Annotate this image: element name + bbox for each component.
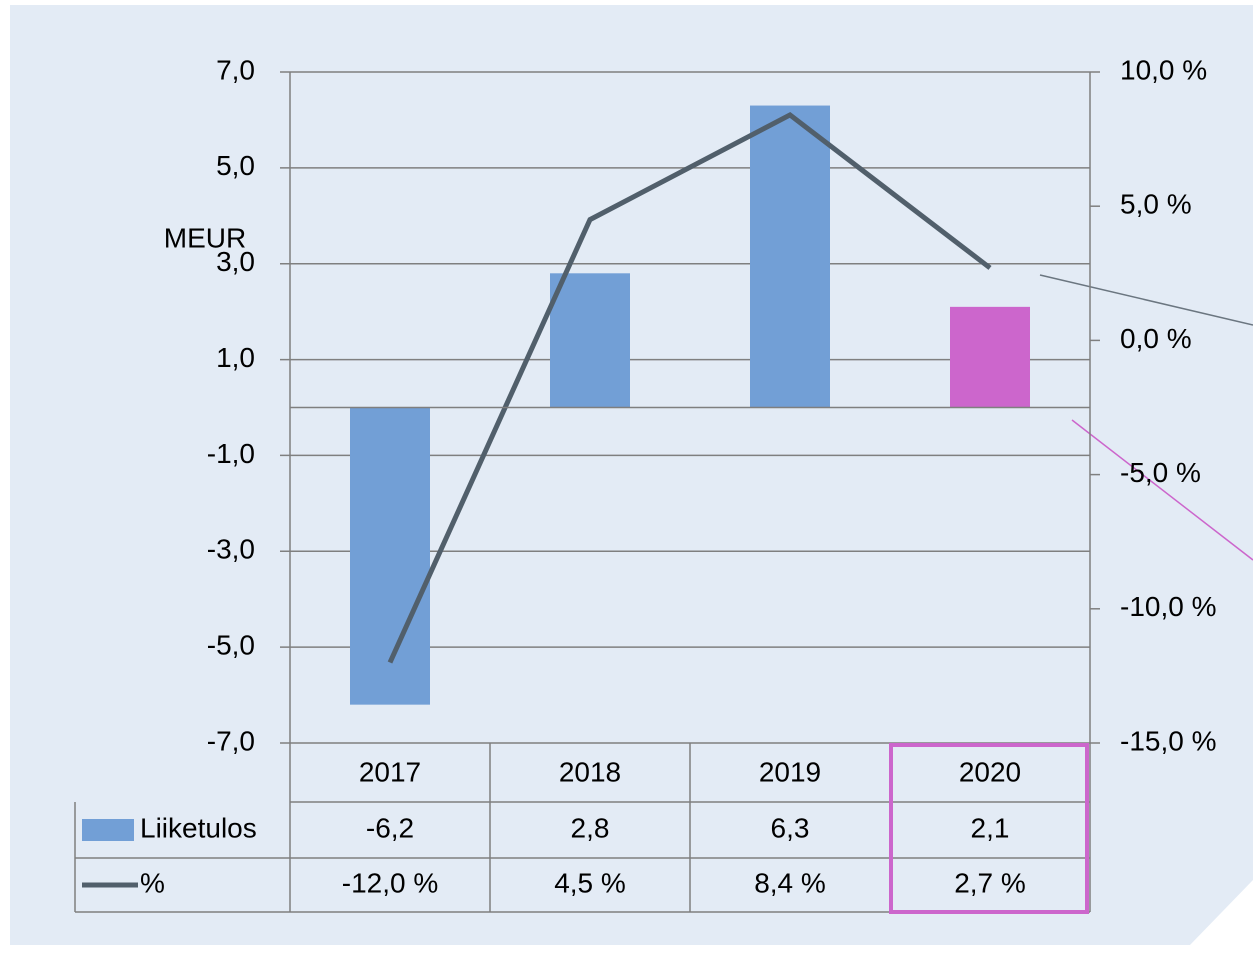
value-label: -6,2 [366,812,414,843]
y-tick-label: -5,0 [207,630,255,661]
y-tick-label: -3,0 [207,534,255,565]
y2-tick-label: 0,0 % [1120,323,1192,354]
bar [550,273,630,408]
bar [750,105,830,408]
y-tick-label: -1,0 [207,438,255,469]
legend-label: % [140,867,165,898]
category-label: 2020 [959,756,1021,787]
value-label: 6,3 [771,812,810,843]
y-axis-label: MEUR [164,222,246,253]
legend-swatch [82,819,134,841]
legend-label: Liiketulos [140,812,257,843]
y2-tick-label: 10,0 % [1120,54,1207,85]
y2-tick-label: -15,0 % [1120,725,1217,756]
value-label: 4,5 % [554,867,626,898]
y-tick-label: 5,0 [216,150,255,181]
annotation-line [1039,274,1253,326]
y2-tick-label: -10,0 % [1120,591,1217,622]
y-tick-label: 1,0 [216,342,255,373]
y-tick-label: -7,0 [207,725,255,756]
line [387,111,992,664]
value-label: 8,4 % [754,867,826,898]
annotation-line [1071,419,1253,561]
value-label: -12,0 % [342,867,439,898]
y-tick-label: 3,0 [216,246,255,277]
value-label: 2,7 % [954,867,1026,898]
category-label: 2019 [759,756,821,787]
background [10,5,1253,945]
category-label: 2017 [359,756,421,787]
y2-tick-label: -5,0 % [1120,457,1201,488]
value-label: 2,1 [971,812,1010,843]
category-label: 2018 [559,756,621,787]
y-tick-label: 7,0 [216,54,255,85]
y2-tick-label: 5,0 % [1120,189,1192,220]
value-label: 2,8 [571,812,610,843]
bar [950,306,1030,408]
bar [350,407,430,705]
highlight-box [889,743,1089,914]
